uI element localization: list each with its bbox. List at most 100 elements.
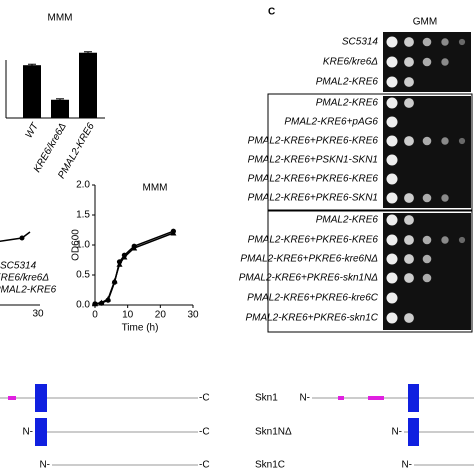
marker	[98, 299, 105, 306]
panel-label: C	[268, 7, 275, 18]
partial-marker	[19, 235, 25, 241]
n-terminus: N-	[22, 427, 33, 438]
spot	[404, 77, 414, 87]
spot	[458, 137, 466, 145]
spot	[386, 214, 398, 226]
marker	[170, 230, 177, 236]
spot	[404, 193, 414, 203]
bar	[51, 99, 69, 118]
spot	[386, 76, 398, 88]
n-terminus: N-	[401, 460, 412, 471]
c-terminus: -C	[199, 393, 210, 404]
x-tick-label: 10	[122, 310, 134, 321]
spot	[422, 193, 432, 203]
spot	[422, 37, 432, 47]
strain-label: PMAL2-KRE6+PSKN1-SKN1	[248, 155, 378, 166]
y-label: OD600	[71, 229, 82, 261]
plate	[383, 96, 471, 208]
x-tick-label: 30	[187, 310, 199, 321]
legend-label: SC5314	[0, 261, 37, 272]
marker	[121, 254, 128, 260]
bar-title: MMM	[48, 13, 73, 24]
protein-name: Skn1	[255, 393, 278, 404]
spot	[404, 136, 414, 146]
spot	[441, 58, 449, 66]
spot	[441, 236, 449, 244]
strain-label: PMAL2-KRE6+pAG6	[284, 117, 378, 128]
marker	[131, 245, 138, 251]
domain-box	[408, 384, 419, 412]
n-terminus: N-	[299, 393, 310, 404]
protein-name: Skn1NΔ	[255, 427, 292, 438]
motif	[8, 396, 16, 400]
spot	[441, 38, 449, 46]
spot	[386, 192, 398, 204]
marker	[92, 300, 98, 307]
spot	[386, 253, 398, 265]
spot	[386, 292, 398, 304]
strain-label: PMAL2-KRE6+PKRE6-kre6C	[247, 293, 379, 304]
x-label: Time (h)	[122, 323, 159, 334]
strain-label: PMAL2-KRE6	[316, 98, 379, 109]
spot	[404, 273, 414, 283]
x-tick-label: 0	[92, 310, 98, 321]
bar	[23, 65, 41, 118]
legend-label: PMAL2-KRE6	[0, 285, 57, 296]
spot	[404, 215, 414, 225]
spot	[422, 57, 432, 67]
spot	[386, 135, 398, 147]
spot	[386, 173, 398, 185]
strain-label: PMAL2-KRE6+PKRE6-SKN1	[248, 193, 378, 204]
series-line	[94, 230, 174, 305]
spot	[386, 56, 398, 68]
category-label: WT	[24, 121, 42, 141]
spot	[422, 273, 432, 283]
medium-label: GMM	[413, 17, 437, 28]
marker	[111, 278, 118, 284]
spot	[404, 313, 414, 323]
strain-label: PMAL2-KRE6+PKRE6-KRE6	[248, 136, 379, 147]
strain-label: KRE6/kre6Δ	[323, 57, 378, 68]
c-terminus: -C	[199, 427, 210, 438]
group-frame	[267, 93, 473, 211]
spot	[422, 136, 432, 146]
y-tick-label: 0.5	[76, 270, 90, 281]
strain-label: PMAL2-KRE6	[316, 77, 379, 88]
spot	[422, 254, 432, 264]
marker	[105, 296, 112, 302]
y-tick-label: 2.0	[76, 180, 90, 191]
spot	[404, 57, 414, 67]
strain-label: PMAL2-KRE6+PKRE6-kre6NΔ	[240, 254, 378, 265]
domain-box	[408, 418, 419, 446]
group-frame	[267, 210, 473, 333]
spot	[386, 116, 398, 128]
partial-line	[0, 231, 31, 243]
spot	[404, 254, 414, 264]
domain-box	[35, 418, 47, 446]
legend-label: KRE6/kre6Δ	[0, 273, 49, 284]
spot	[386, 97, 398, 109]
c-terminus: -C	[199, 460, 210, 471]
motif	[338, 396, 344, 400]
spot	[404, 235, 414, 245]
n-terminus: N-	[391, 427, 402, 438]
n-terminus: N-	[39, 460, 50, 471]
spot	[386, 154, 398, 166]
strain-label: PMAL2-KRE6+PKRE6-KRE6	[248, 174, 379, 185]
motif	[368, 396, 384, 400]
spot	[386, 36, 398, 48]
spot	[458, 38, 466, 46]
spot	[441, 194, 449, 202]
spot	[404, 37, 414, 47]
spot	[441, 137, 449, 145]
y-tick-label: 1.5	[76, 210, 90, 221]
bar	[79, 52, 97, 118]
spot	[386, 234, 398, 246]
x-tick-label: 30	[32, 309, 44, 320]
strain-label: SC5314	[342, 37, 379, 48]
spot	[422, 235, 432, 245]
line-title: MMM	[143, 183, 168, 194]
strain-label: PMAL2-KRE6+PKRE6-KRE6	[248, 235, 379, 246]
protein-name: Skn1C	[255, 460, 285, 471]
